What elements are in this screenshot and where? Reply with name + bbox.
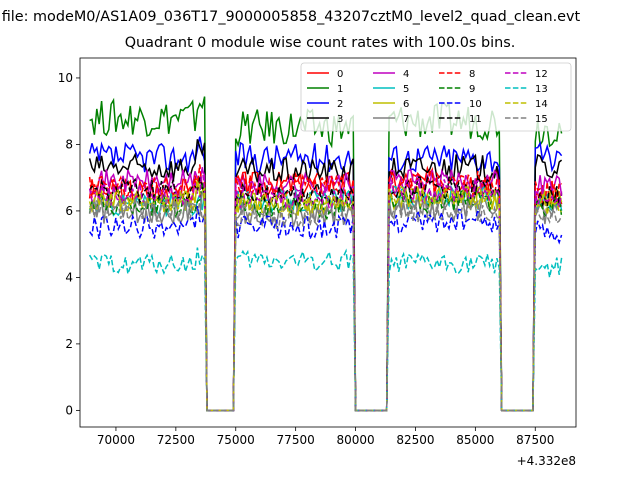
- series-line-7: [89, 186, 563, 412]
- legend-label-2: 2: [337, 99, 343, 110]
- legend-label-12: 12: [535, 69, 548, 80]
- x-axis: 70000 72500 75000 77500 80000 82500 85000 87500: [97, 427, 554, 447]
- x-tick-label: 77500: [277, 433, 315, 447]
- series-line-3: [88, 139, 563, 412]
- legend-label-6: 6: [403, 99, 409, 110]
- y-tick-label: 0: [65, 403, 73, 417]
- series-line-2: [88, 136, 563, 412]
- legend-label-11: 11: [469, 114, 482, 125]
- y-axis: 0 2 4 6 8 10: [58, 71, 80, 417]
- x-tick-label: 80000: [336, 433, 374, 447]
- legend-label-10: 10: [469, 99, 482, 110]
- x-tick-label: 75000: [217, 433, 255, 447]
- series-line-10: [88, 205, 563, 412]
- series-line-12: [88, 166, 563, 412]
- legend-label-4: 4: [403, 69, 409, 80]
- legend-label-9: 9: [469, 84, 475, 95]
- figure-suptitle: n file: modeM0/AS1A09_036T17_9000005858_…: [0, 9, 581, 25]
- x-tick-label: 82500: [396, 433, 434, 447]
- series-line-1: [89, 96, 563, 412]
- series-line-13: [88, 247, 563, 412]
- legend-label-5: 5: [403, 84, 409, 95]
- chart-title: Quadrant 0 module wise count rates with …: [124, 35, 516, 51]
- y-tick-label: 2: [65, 337, 73, 351]
- legend-label-7: 7: [403, 114, 409, 125]
- series-line-8: [88, 164, 562, 412]
- legend-label-13: 13: [535, 84, 548, 95]
- legend-box: [300, 62, 572, 132]
- y-tick-label: 8: [65, 137, 73, 151]
- series-line-15: [88, 196, 563, 412]
- legend-label-3: 3: [337, 114, 343, 125]
- x-tick-label: 70000: [97, 433, 135, 447]
- legend-label-8: 8: [469, 69, 475, 80]
- legend-label-0: 0: [337, 69, 343, 80]
- legend-label-1: 1: [337, 84, 343, 95]
- y-tick-label: 6: [65, 204, 73, 218]
- x-tick-label: 85000: [456, 433, 494, 447]
- series-line-14: [89, 180, 562, 412]
- series-layer: [88, 96, 563, 412]
- plot-frame: [79, 57, 577, 428]
- legend-label-15: 15: [535, 114, 548, 125]
- x-offset-label: +4.332e8: [517, 454, 576, 468]
- legend-label-14: 14: [535, 99, 548, 110]
- y-tick-label: 10: [58, 71, 73, 85]
- y-tick-label: 4: [65, 270, 73, 284]
- x-tick-label: 72500: [157, 433, 195, 447]
- x-tick-label: 87500: [516, 433, 554, 447]
